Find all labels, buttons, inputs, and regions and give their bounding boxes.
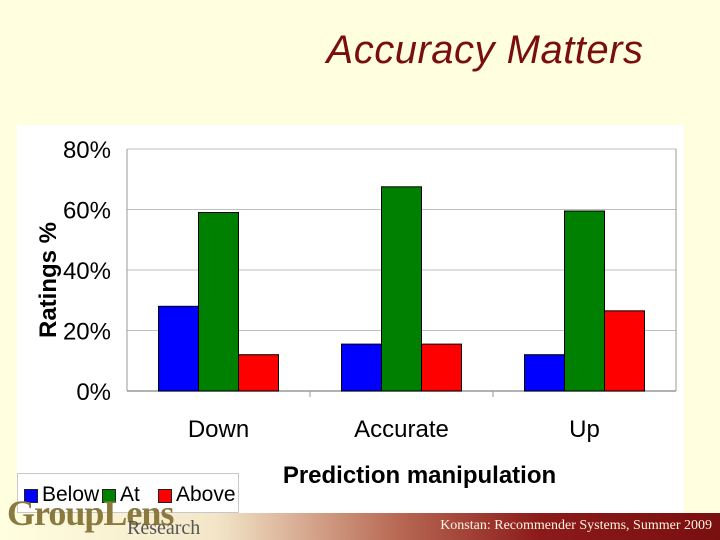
- bar-at-down: [198, 212, 239, 392]
- bar-at-up: [564, 210, 605, 392]
- x-tick-label: Down: [188, 416, 249, 443]
- chart-panel: 0% 20% 40% 60% 80% Down Accurate Up Prediction m…: [17, 125, 684, 513]
- bar-at-accurate: [381, 186, 422, 392]
- grouplens-logo: GroupLens Research: [5, 490, 215, 540]
- bar-below-down: [158, 305, 199, 392]
- legend-swatch: [158, 489, 172, 503]
- legend-swatch: [24, 489, 38, 503]
- bar-above-accurate: [421, 343, 462, 392]
- y-axis-title: Ratings %: [35, 222, 62, 338]
- slide-title: Accuracy Matters: [326, 28, 644, 72]
- bar-below-up: [524, 354, 565, 392]
- legend-label: Above: [176, 483, 236, 506]
- logo-wordmark: GroupLens: [7, 493, 174, 533]
- bar-above-up: [604, 310, 645, 392]
- legend-label: At: [120, 483, 140, 506]
- footer-bar: [0, 513, 720, 540]
- legend-swatch: [102, 489, 116, 503]
- y-tick-label: 0%: [76, 379, 111, 406]
- bar-below-accurate: [341, 343, 382, 392]
- bar-above-down: [238, 354, 279, 392]
- bar-chart: 0% 20% 40% 60% 80% Down Accurate Up Prediction m…: [35, 137, 677, 489]
- x-tick-label: Accurate: [354, 416, 449, 443]
- y-tick-label: 60%: [63, 198, 111, 225]
- chart-legend: Below At Above: [17, 473, 239, 513]
- y-tick-label: 40%: [63, 258, 111, 285]
- logo-subtitle: Research: [127, 517, 201, 539]
- footer-text: Konstan: Recommender Systems, Summer 200…: [440, 518, 712, 533]
- y-tick-label: 20%: [63, 319, 111, 346]
- y-tick-label: 80%: [63, 137, 111, 164]
- x-axis-title: Prediction manipulation: [283, 462, 556, 489]
- x-tick-label: Up: [569, 416, 600, 443]
- legend-label: Below: [42, 483, 100, 506]
